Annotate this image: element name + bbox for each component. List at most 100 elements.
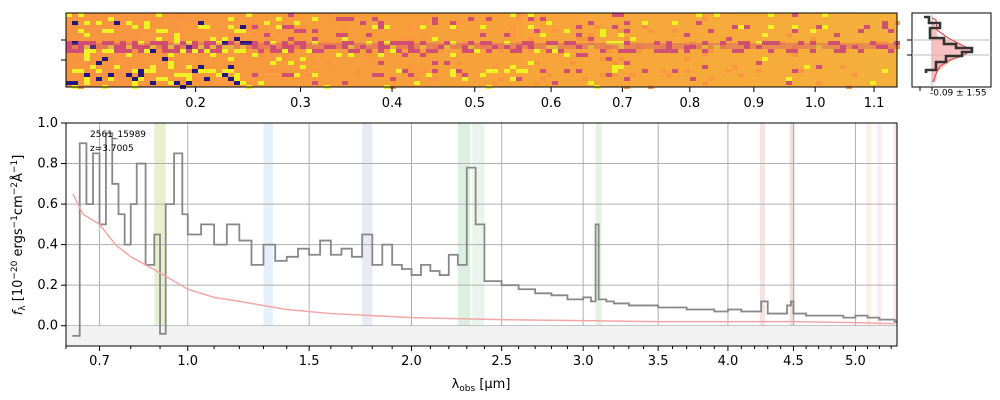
spectrum-point bbox=[285, 255, 288, 258]
zero-shade bbox=[66, 326, 897, 346]
top-tick-label: 1.1 bbox=[864, 96, 885, 111]
line-band-10 bbox=[893, 123, 897, 346]
top-tick-label: 0.7 bbox=[612, 96, 633, 111]
profile-label: -0.09 ± 1.55 bbox=[930, 89, 987, 99]
profile-panel: -0.09 ± 1.55 bbox=[907, 12, 992, 99]
spectrum-point bbox=[274, 260, 277, 262]
spectrum-point bbox=[381, 243, 384, 246]
spectrum-point bbox=[727, 308, 729, 311]
profile-data-line bbox=[924, 15, 974, 73]
spectrum-point bbox=[457, 264, 459, 266]
top-tick-label: 0.5 bbox=[464, 96, 485, 111]
spectrum-point bbox=[760, 300, 762, 303]
spectrum-point bbox=[517, 288, 520, 291]
spectrum-point bbox=[105, 132, 107, 134]
y-axis-label: fλ [10−20 ergs−1cm−2Å−1] bbox=[10, 155, 28, 316]
spectrum-point bbox=[173, 152, 175, 155]
spectrum-point bbox=[250, 264, 253, 266]
spectrum-point bbox=[740, 310, 743, 313]
spectrum-point bbox=[500, 284, 503, 286]
spectrum-point bbox=[790, 300, 792, 303]
spectrum-point bbox=[226, 223, 228, 226]
2d-spectrum-frame bbox=[65, 12, 898, 88]
spectrum-point bbox=[123, 243, 126, 246]
spectrum-point bbox=[371, 264, 374, 266]
spectrum-point bbox=[340, 247, 343, 250]
plot-frame bbox=[65, 122, 898, 347]
y-tick-label: 0.0 bbox=[37, 319, 58, 334]
spectrum-point bbox=[391, 264, 393, 266]
y-tick-label: 0.2 bbox=[37, 278, 58, 293]
spectrum-point bbox=[474, 223, 477, 226]
spectrum-point bbox=[465, 166, 468, 169]
line-band-6 bbox=[759, 123, 766, 346]
spectrum-point bbox=[605, 300, 608, 303]
spectrum-point bbox=[878, 318, 881, 321]
spectrum-point bbox=[566, 298, 569, 301]
spectrum-point bbox=[699, 308, 702, 311]
2d-spectrum-panel: 0.2 0.3 0.4 0.5 0.6 0.7 0.8 0.9 1.0 1.1 bbox=[61, 12, 900, 111]
top-tick-label: 0.9 bbox=[744, 96, 765, 111]
x-tick-label: 5.0 bbox=[845, 354, 866, 369]
spectrum-point bbox=[200, 223, 202, 226]
top-axis-ticks: 0.2 0.3 0.4 0.5 0.6 0.7 0.8 0.9 1.0 1.1 bbox=[185, 87, 884, 111]
spectrum-point bbox=[792, 312, 795, 315]
x-tick-label: 2.0 bbox=[401, 354, 422, 369]
spectrum-point bbox=[181, 213, 184, 216]
top-tick-label: 1.0 bbox=[805, 96, 826, 111]
series-spectrum-line bbox=[72, 132, 898, 337]
x-tick-label: 4.0 bbox=[718, 354, 739, 369]
spectrum-point bbox=[186, 233, 189, 236]
spectrum-point bbox=[817, 314, 820, 317]
spectrum-point bbox=[628, 304, 630, 307]
object-id: 2561_15989 bbox=[90, 130, 146, 140]
series-model-line bbox=[72, 193, 895, 325]
top-tick-label: 0.6 bbox=[541, 96, 562, 111]
y-tick-label: 0.8 bbox=[37, 157, 58, 172]
spectrum-point bbox=[85, 203, 88, 205]
spectrum-point bbox=[78, 142, 81, 145]
spectrum-point bbox=[753, 310, 756, 313]
spectrum-point bbox=[401, 268, 403, 270]
spectrum-point bbox=[159, 333, 161, 335]
spectrum-point bbox=[319, 239, 321, 242]
spectrum-point bbox=[447, 253, 450, 256]
spectrum-point bbox=[330, 253, 332, 256]
spectrum-point bbox=[713, 310, 716, 313]
spectrum-point bbox=[117, 213, 120, 216]
spectrum-point bbox=[534, 292, 536, 295]
spectrum-point bbox=[685, 308, 688, 311]
spectrum-point bbox=[613, 302, 615, 305]
spectrum-point bbox=[766, 312, 769, 315]
spectrum-point bbox=[786, 304, 788, 307]
y-tick-label: 1.0 bbox=[37, 116, 58, 131]
top-tick-label: 0.8 bbox=[679, 96, 700, 111]
spectrum-point bbox=[779, 312, 782, 315]
spectrum-point bbox=[642, 304, 645, 307]
line-band-3 bbox=[457, 123, 471, 346]
spectrum-point bbox=[238, 239, 241, 242]
x-tick-label: 3.0 bbox=[573, 354, 594, 369]
x-tick-label: 2.5 bbox=[491, 354, 512, 369]
line-band-8 bbox=[866, 123, 872, 346]
spectrum-point bbox=[297, 247, 299, 250]
redshift-label: z=3.7005 bbox=[90, 144, 134, 154]
spectrum-point bbox=[262, 243, 265, 246]
spectrum-point bbox=[483, 280, 486, 282]
x-tick-label: 4.5 bbox=[783, 354, 804, 369]
spectrum-point bbox=[590, 300, 592, 303]
spectrum-point bbox=[308, 253, 310, 256]
spectrum-point bbox=[830, 314, 832, 317]
spectrum-point bbox=[582, 296, 584, 299]
spectrum-point bbox=[842, 316, 845, 319]
spectrum-point bbox=[438, 274, 441, 276]
series-group bbox=[72, 132, 898, 337]
y-tick-label: 0.4 bbox=[37, 238, 58, 253]
x-tick-label: 1.0 bbox=[177, 354, 198, 369]
spectrum-point bbox=[164, 203, 167, 205]
spectrum-point bbox=[213, 243, 215, 246]
spectrum-point bbox=[550, 294, 553, 297]
spectrum-point bbox=[420, 264, 422, 266]
spectrum-point bbox=[153, 233, 156, 236]
